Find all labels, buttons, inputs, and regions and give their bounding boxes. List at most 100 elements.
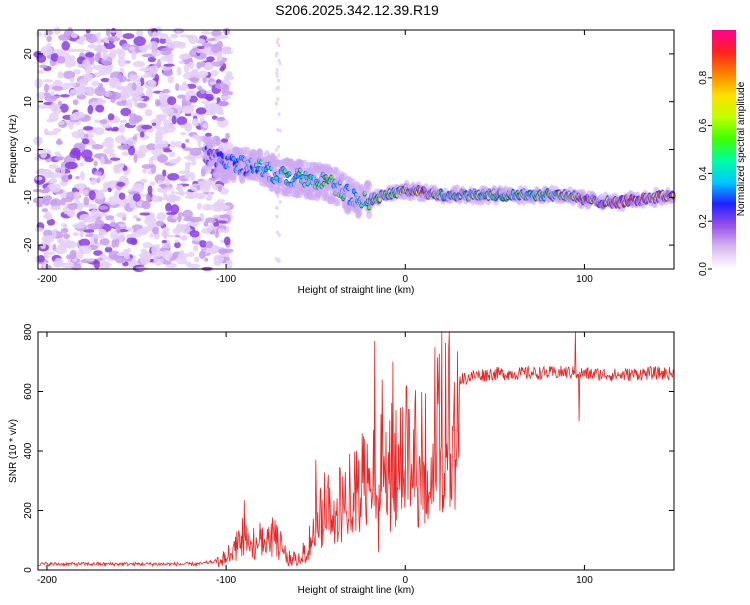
noise-speck: [183, 63, 190, 73]
noise-speck: [134, 183, 145, 188]
noise-speck: [99, 189, 109, 193]
noise-speck: [141, 124, 153, 130]
noise-speck: [132, 60, 146, 68]
noise-speck: [60, 166, 66, 175]
noise-speck: [94, 219, 105, 228]
noise-speck: [131, 50, 137, 61]
noise-speck: [56, 55, 66, 64]
noise-speck: [83, 125, 94, 131]
noise-speck: [182, 209, 193, 219]
noise-speck: [145, 88, 154, 98]
noise-speck: [139, 178, 148, 184]
y-tick-label: 400: [23, 442, 34, 459]
noise-speck: [201, 228, 212, 234]
signal-halo: [366, 181, 373, 190]
noise-speck: [83, 72, 94, 82]
noise-speck: [60, 223, 68, 227]
noise-speck: [175, 256, 187, 265]
noise-speck: [151, 194, 160, 203]
noise-speck: [54, 246, 68, 255]
noise-speck: [198, 250, 206, 259]
noise-speck: [88, 190, 96, 201]
noise-speck: [77, 202, 83, 212]
noise-speck: [57, 71, 64, 79]
noise-speck: [223, 236, 231, 246]
signal-core: [208, 149, 212, 154]
noise-speck: [225, 259, 233, 269]
noise-speck: [48, 112, 59, 122]
noise-speck: [221, 88, 227, 95]
noise-speck: [183, 147, 193, 152]
noise-speck: [117, 57, 127, 67]
noise-speck: [170, 33, 179, 39]
noise-speck: [91, 80, 100, 87]
noise-speck: [82, 190, 89, 196]
noise-region: [32, 26, 282, 273]
noise-speck: [180, 224, 185, 233]
noise-speck: [189, 230, 200, 238]
noise-speck: [116, 181, 126, 187]
noise-speck: [37, 254, 45, 263]
noise-speck: [191, 159, 197, 166]
noise-speck: [118, 192, 126, 200]
noise-speck: [196, 61, 202, 70]
noise-speck: [165, 202, 172, 212]
noise-speck: [162, 88, 171, 94]
noise-speck: [165, 195, 177, 203]
noise-speck: [276, 96, 280, 101]
noise-speck: [109, 50, 117, 58]
noise-speck: [147, 185, 153, 195]
noise-speck: [170, 204, 180, 215]
noise-speck: [120, 92, 129, 97]
noise-speck: [162, 226, 170, 233]
noise-speck: [179, 249, 184, 256]
noise-speck: [69, 149, 82, 159]
noise-speck: [102, 52, 109, 60]
noise-speck: [167, 96, 177, 106]
noise-speck: [188, 77, 199, 82]
noise-speck: [192, 47, 199, 52]
noise-speck: [191, 118, 199, 127]
noise-speck: [107, 35, 121, 42]
noise-speck: [64, 58, 75, 68]
noise-speck: [144, 109, 153, 117]
noise-speck: [147, 56, 157, 63]
noise-speck: [211, 61, 224, 67]
noise-speck: [137, 151, 146, 158]
noise-speck: [48, 164, 59, 169]
noise-speck: [87, 104, 94, 115]
noise-speck: [154, 98, 161, 107]
noise-speck: [133, 115, 143, 122]
noise-speck: [220, 46, 231, 55]
noise-speck: [275, 147, 279, 152]
noise-speck: [83, 196, 90, 206]
noise-speck: [93, 153, 102, 159]
colorbar-tick-label: 0.8: [698, 70, 709, 84]
noise-speck: [151, 122, 157, 126]
noise-speck: [174, 141, 183, 148]
colorbar-tick-label: 0.6: [698, 118, 709, 132]
noise-speck: [75, 175, 80, 180]
noise-speck: [41, 208, 49, 213]
noise-speck: [93, 44, 107, 53]
noise-speck: [219, 214, 231, 219]
noise-speck: [116, 224, 121, 235]
noise-speck: [67, 202, 79, 210]
noise-speck: [157, 180, 164, 184]
noise-speck: [94, 127, 105, 136]
noise-speck: [189, 95, 198, 103]
noise-speck: [147, 41, 159, 51]
y-tick-label: 200: [23, 502, 34, 519]
noise-speck: [275, 71, 279, 76]
noise-speck: [136, 102, 147, 108]
noise-speck: [50, 52, 59, 62]
noise-speck: [91, 144, 104, 150]
noise-speck: [163, 149, 173, 153]
noise-speck: [54, 151, 60, 156]
noise-speck: [100, 77, 110, 83]
noise-speck: [170, 190, 176, 195]
signal-track: [201, 135, 677, 219]
noise-speck: [98, 229, 107, 235]
noise-speck: [111, 239, 117, 248]
